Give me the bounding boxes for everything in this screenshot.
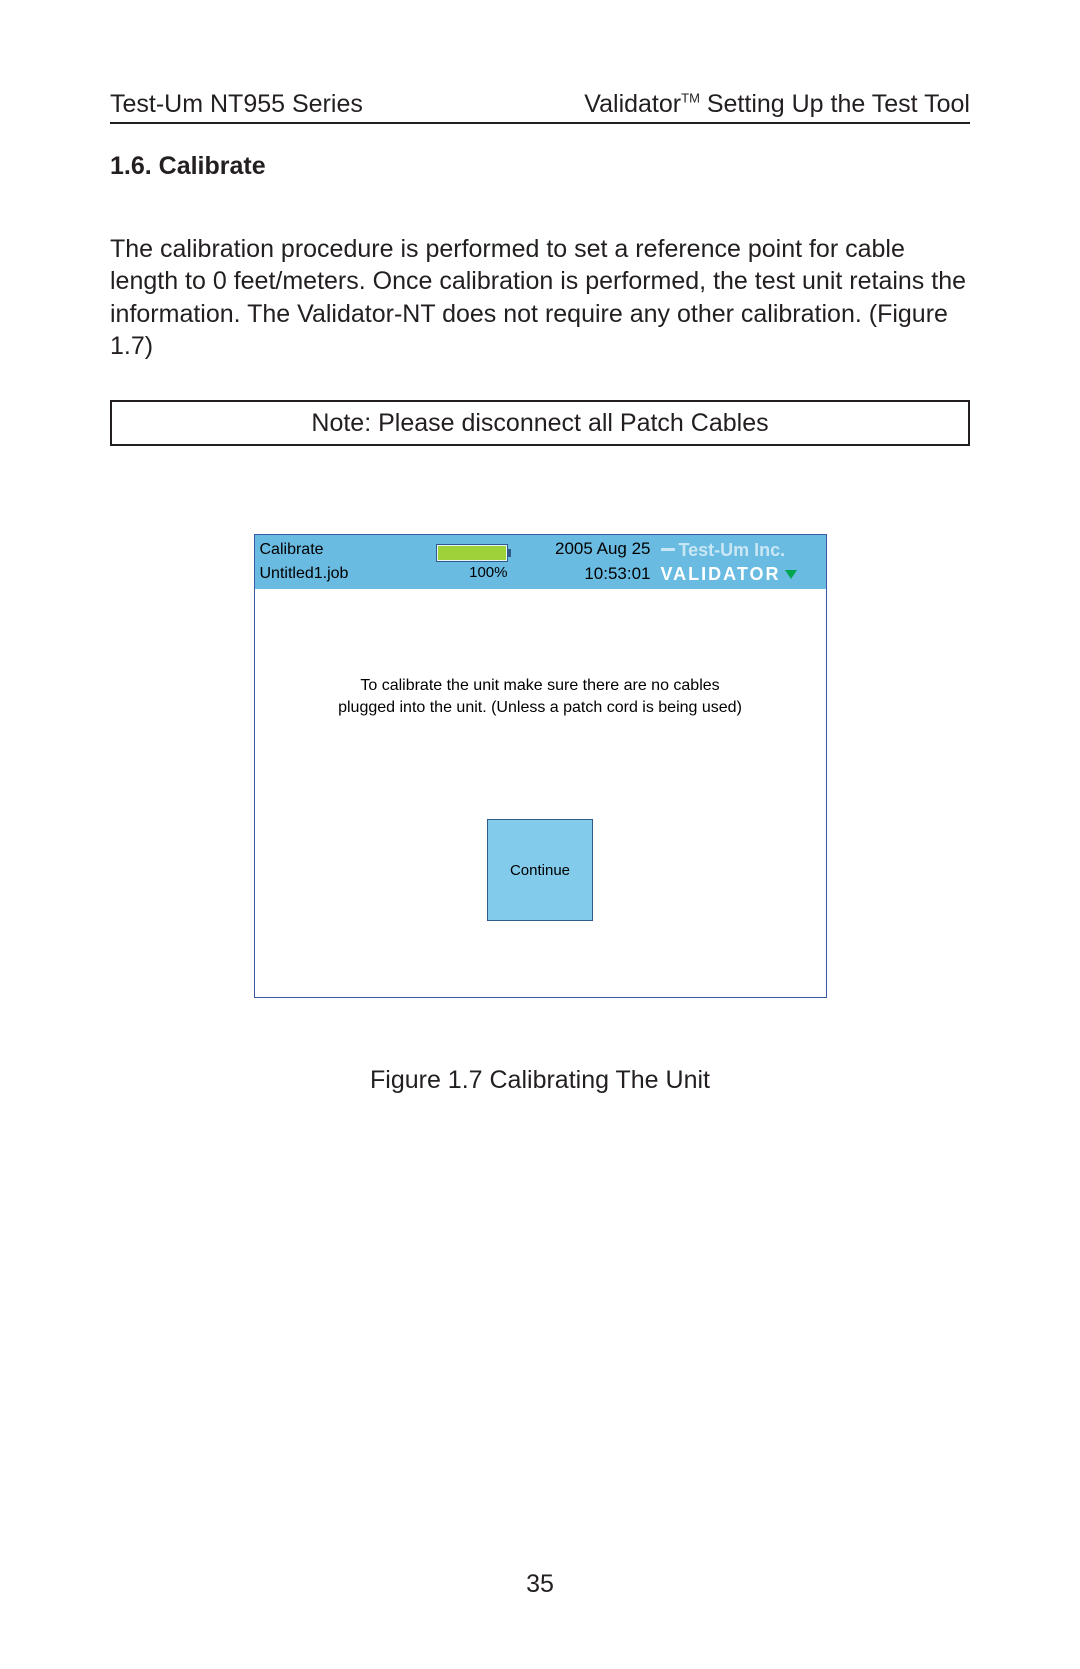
brand-company-text: Test-Um Inc. xyxy=(679,538,786,562)
device-time: 10:53:01 xyxy=(584,562,650,587)
device-header: Calibrate Untitled1.job 100% 2005 Aug 25… xyxy=(255,535,826,589)
brand-product-text: VALIDATOR xyxy=(661,562,781,586)
device-brand: Test-Um Inc. VALIDATOR xyxy=(655,535,826,589)
device-body: To calibrate the unit make sure there ar… xyxy=(255,589,826,997)
note-text: Note: Please disconnect all Patch Cables xyxy=(311,409,768,438)
manual-page: Test-Um NT955 Series ValidatorTM Setting… xyxy=(0,0,1080,1669)
running-head-right-pre: Validator xyxy=(584,90,681,118)
figure-caption: Figure 1.7 Calibrating The Unit xyxy=(110,1066,970,1095)
brand-company: Test-Um Inc. xyxy=(661,538,786,562)
running-head-right-post: Setting Up the Test Tool xyxy=(700,90,970,118)
device-battery-block: 100% xyxy=(428,535,516,589)
tm-superscript: TM xyxy=(681,91,700,106)
note-box: Note: Please disconnect all Patch Cables xyxy=(110,400,970,446)
battery-tip-icon xyxy=(508,549,511,557)
device-screenshot-wrap: Calibrate Untitled1.job 100% 2005 Aug 25… xyxy=(254,534,827,998)
device-datetime: 2005 Aug 25 10:53:01 xyxy=(516,535,655,589)
device-message: To calibrate the unit make sure there ar… xyxy=(255,675,826,718)
device-screenshot: Calibrate Untitled1.job 100% 2005 Aug 25… xyxy=(254,534,827,998)
section-heading: 1.6. Calibrate xyxy=(110,152,970,181)
page-number: 35 xyxy=(0,1570,1080,1599)
brand-product: VALIDATOR xyxy=(661,562,797,586)
battery-percent-label: 100% xyxy=(469,564,507,581)
running-head-left: Test-Um NT955 Series xyxy=(110,90,363,119)
continue-button-label: Continue xyxy=(510,862,570,879)
running-head-right: ValidatorTM Setting Up the Test Tool xyxy=(584,90,970,119)
device-screen-title: Calibrate xyxy=(260,538,428,562)
device-date: 2005 Aug 25 xyxy=(555,537,650,562)
device-job-file: Untitled1.job xyxy=(260,562,428,586)
running-head: Test-Um NT955 Series ValidatorTM Setting… xyxy=(110,90,970,119)
body-paragraph: The calibration procedure is performed t… xyxy=(110,233,970,362)
device-header-left: Calibrate Untitled1.job xyxy=(255,535,428,589)
header-rule xyxy=(110,122,970,124)
continue-button[interactable]: Continue xyxy=(487,819,593,921)
battery-fill xyxy=(438,546,507,560)
battery-icon xyxy=(436,544,508,562)
triangle-down-icon xyxy=(785,570,797,579)
